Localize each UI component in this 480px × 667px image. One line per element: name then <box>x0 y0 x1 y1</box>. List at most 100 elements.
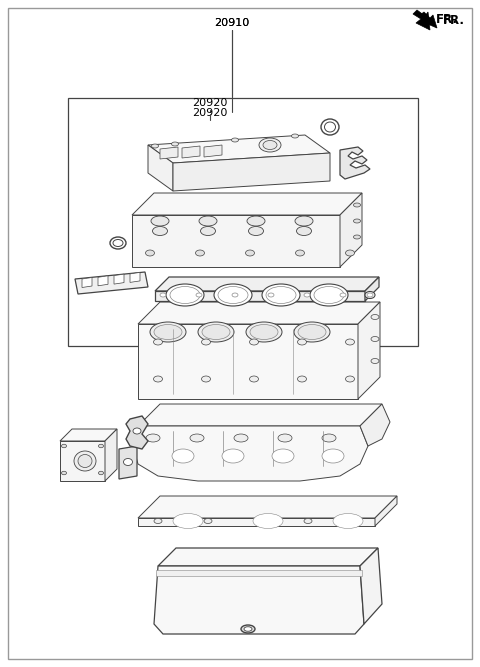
Ellipse shape <box>304 518 312 524</box>
Polygon shape <box>8 8 472 659</box>
Polygon shape <box>148 135 330 163</box>
Ellipse shape <box>154 518 162 524</box>
Ellipse shape <box>298 325 326 340</box>
Polygon shape <box>158 548 378 566</box>
Ellipse shape <box>249 227 264 235</box>
Ellipse shape <box>263 141 277 149</box>
Text: 20920: 20920 <box>192 98 228 108</box>
Ellipse shape <box>153 227 168 235</box>
Ellipse shape <box>266 287 296 303</box>
Ellipse shape <box>353 219 360 223</box>
Ellipse shape <box>259 138 281 152</box>
Polygon shape <box>182 146 200 158</box>
Ellipse shape <box>371 315 379 319</box>
Ellipse shape <box>154 376 163 382</box>
Ellipse shape <box>333 514 363 528</box>
Ellipse shape <box>195 250 204 256</box>
Polygon shape <box>138 404 382 426</box>
Ellipse shape <box>154 325 182 340</box>
Ellipse shape <box>272 449 294 463</box>
Polygon shape <box>340 147 370 179</box>
Ellipse shape <box>151 216 169 226</box>
Polygon shape <box>60 441 105 481</box>
Ellipse shape <box>340 293 346 297</box>
Ellipse shape <box>294 322 330 342</box>
Ellipse shape <box>354 518 362 524</box>
Polygon shape <box>82 277 92 287</box>
Polygon shape <box>360 404 390 446</box>
Polygon shape <box>340 193 362 267</box>
Ellipse shape <box>296 250 304 256</box>
Ellipse shape <box>146 434 160 442</box>
Ellipse shape <box>234 434 248 442</box>
Ellipse shape <box>150 322 186 342</box>
Polygon shape <box>60 429 117 441</box>
Ellipse shape <box>241 625 255 633</box>
Ellipse shape <box>154 339 163 345</box>
Ellipse shape <box>321 119 339 135</box>
Ellipse shape <box>298 376 307 382</box>
Polygon shape <box>126 416 148 449</box>
Ellipse shape <box>231 138 239 142</box>
Ellipse shape <box>254 518 262 524</box>
Ellipse shape <box>322 449 344 463</box>
Ellipse shape <box>202 339 211 345</box>
Ellipse shape <box>196 293 202 297</box>
Ellipse shape <box>367 293 373 297</box>
Text: FR.: FR. <box>443 14 465 27</box>
Polygon shape <box>173 153 330 191</box>
Ellipse shape <box>245 250 254 256</box>
Ellipse shape <box>353 235 360 239</box>
Polygon shape <box>156 570 362 576</box>
Polygon shape <box>154 566 364 634</box>
Ellipse shape <box>145 250 155 256</box>
Ellipse shape <box>314 287 344 303</box>
Text: FR.: FR. <box>436 13 458 26</box>
Ellipse shape <box>170 287 200 303</box>
Ellipse shape <box>365 291 375 299</box>
Ellipse shape <box>166 284 204 306</box>
Polygon shape <box>413 10 430 30</box>
Ellipse shape <box>202 325 230 340</box>
Ellipse shape <box>110 237 126 249</box>
Polygon shape <box>160 147 178 159</box>
Ellipse shape <box>371 358 379 364</box>
Ellipse shape <box>232 293 238 297</box>
Ellipse shape <box>172 449 194 463</box>
Ellipse shape <box>152 144 158 148</box>
Ellipse shape <box>346 250 355 256</box>
Polygon shape <box>148 145 173 191</box>
Polygon shape <box>375 496 397 526</box>
Ellipse shape <box>78 454 92 468</box>
Ellipse shape <box>262 284 300 306</box>
Ellipse shape <box>346 376 355 382</box>
Polygon shape <box>132 193 362 215</box>
Ellipse shape <box>268 293 274 297</box>
Polygon shape <box>360 548 382 624</box>
Ellipse shape <box>291 134 299 138</box>
Ellipse shape <box>160 293 166 297</box>
Ellipse shape <box>214 284 252 306</box>
Polygon shape <box>98 275 108 285</box>
Polygon shape <box>105 429 117 481</box>
Ellipse shape <box>61 472 67 475</box>
Ellipse shape <box>353 203 360 207</box>
Ellipse shape <box>204 518 212 524</box>
Text: 20910: 20910 <box>215 18 250 28</box>
Polygon shape <box>138 518 375 526</box>
Polygon shape <box>138 302 380 324</box>
Polygon shape <box>133 426 368 481</box>
Ellipse shape <box>324 122 336 132</box>
Ellipse shape <box>218 287 248 303</box>
Polygon shape <box>204 145 222 157</box>
Ellipse shape <box>133 428 141 434</box>
Ellipse shape <box>173 514 203 528</box>
Polygon shape <box>138 324 358 399</box>
Ellipse shape <box>247 216 265 226</box>
Polygon shape <box>132 215 340 267</box>
Ellipse shape <box>199 216 217 226</box>
Ellipse shape <box>250 325 278 340</box>
Polygon shape <box>114 274 124 284</box>
Ellipse shape <box>295 216 313 226</box>
Ellipse shape <box>250 376 259 382</box>
